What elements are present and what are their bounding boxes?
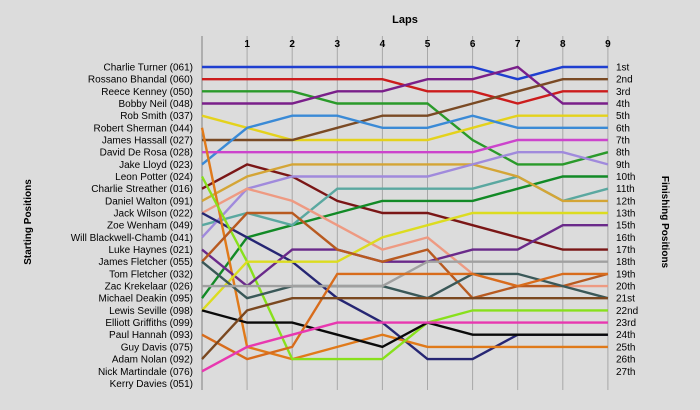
series-line-21 — [201, 260, 609, 300]
series-line-12 — [201, 163, 608, 203]
x-tick-label: 5 — [425, 39, 431, 50]
start-label: Zac Krekelaar (026) — [105, 282, 193, 293]
series-line-13 — [201, 150, 609, 239]
series-line-22 — [201, 309, 608, 349]
start-label: Rob Smith (037) — [120, 111, 193, 122]
finish-label: 12th — [616, 196, 635, 207]
start-label: Zoe Wenham (049) — [107, 221, 193, 232]
finish-label: 22nd — [616, 306, 638, 317]
y-axis-label-right: Finishing Positions — [659, 176, 670, 269]
finish-label: 27th — [616, 367, 635, 378]
finish-label: 24th — [616, 330, 635, 341]
series-line-5 — [201, 114, 608, 142]
start-label: Elliott Griffiths (099) — [105, 318, 193, 329]
finish-label: 2nd — [616, 75, 633, 86]
x-tick-label: 7 — [515, 39, 521, 50]
finish-label: 11th — [616, 184, 635, 195]
finish-label: 6th — [616, 123, 630, 134]
start-label: David De Rosa (028) — [100, 148, 193, 159]
x-tick-label: 8 — [560, 39, 566, 50]
start-label: Reece Kenney (050) — [101, 87, 193, 98]
start-label: Leon Potter (024) — [115, 172, 193, 183]
start-label: Jake Lloyd (023) — [119, 160, 193, 171]
series-line-1 — [202, 65, 608, 81]
finish-label: 19th — [616, 269, 635, 280]
finish-label: 9th — [616, 160, 630, 171]
start-labels: Charlie Turner (061)Rossano Bhandal (060… — [71, 63, 193, 390]
finish-label: 21st — [616, 294, 635, 305]
series-line-8 — [202, 138, 608, 154]
y-axis-label-left: Starting Positions — [23, 179, 34, 265]
finish-label: 26th — [616, 355, 635, 366]
finish-label: 5th — [616, 111, 630, 122]
series-line-25 — [201, 321, 608, 373]
series-line-26 — [201, 297, 608, 360]
start-label: Luke Haynes (021) — [109, 245, 194, 256]
finish-label: 18th — [616, 257, 635, 268]
x-tick-label: 4 — [380, 39, 386, 50]
finish-label: 25th — [616, 342, 635, 353]
series-line-6 — [202, 77, 608, 142]
series-line-24 — [201, 272, 608, 361]
start-label: Bobby Neil (048) — [119, 99, 193, 110]
finish-label: 8th — [616, 148, 630, 159]
x-tick-label: 9 — [605, 39, 611, 50]
finish-label: 15th — [616, 221, 635, 232]
series-line-17 — [200, 175, 608, 361]
series-line-7 — [201, 114, 608, 166]
start-label: Kerry Davies (051) — [110, 379, 193, 390]
chart-title: Laps — [392, 14, 418, 26]
start-label: Paul Hannah (093) — [109, 330, 193, 341]
x-tick-label: 6 — [470, 39, 476, 50]
start-label: Lewis Seville (098) — [109, 306, 193, 317]
series-line-14 — [201, 187, 608, 288]
finish-label: 3rd — [616, 87, 630, 98]
start-label: James Fletcher (055) — [99, 257, 193, 268]
finish-label: 4th — [616, 99, 630, 110]
start-label: Will Blackwell-Chamb (041) — [71, 233, 193, 244]
start-label: Nick Martindale (076) — [98, 367, 193, 378]
series-lines — [200, 65, 609, 373]
finish-label: 7th — [616, 136, 630, 147]
series-line-3 — [202, 90, 609, 166]
finish-label: 16th — [616, 233, 635, 244]
start-label: Rossano Bhandal (060) — [88, 75, 193, 86]
start-label: Michael Deakin (095) — [99, 294, 194, 305]
series-line-19 — [201, 211, 608, 312]
series-line-20 — [201, 211, 609, 300]
x-tick-label: 2 — [289, 39, 295, 50]
finish-label: 23rd — [616, 318, 636, 329]
start-label: Charlie Turner (061) — [104, 63, 193, 74]
finish-label: 13th — [616, 209, 635, 220]
start-label: Tom Fletcher (032) — [109, 269, 193, 280]
start-label: James Hassall (027) — [102, 136, 193, 147]
start-label: Jack Wilson (022) — [114, 209, 193, 220]
finish-label: 10th — [616, 172, 635, 183]
start-label: Guy Davis (075) — [121, 342, 193, 353]
series-line-10 — [201, 175, 608, 299]
x-tick-label: 3 — [335, 39, 341, 50]
start-label: Daniel Walton (091) — [105, 196, 193, 207]
start-label: Adam Nolan (092) — [112, 355, 193, 366]
x-tick-label: 1 — [244, 39, 250, 50]
start-label: Charlie Streather (016) — [91, 184, 193, 195]
x-tick-labels: 1 2 3 4 5 6 7 8 9 — [244, 39, 611, 50]
finish-label: 20th — [616, 282, 635, 293]
series-line-18 — [201, 223, 608, 288]
finish-label: 1st — [616, 63, 630, 74]
start-label: Robert Sherman (044) — [94, 123, 194, 134]
finish-label: 17th — [616, 245, 635, 256]
